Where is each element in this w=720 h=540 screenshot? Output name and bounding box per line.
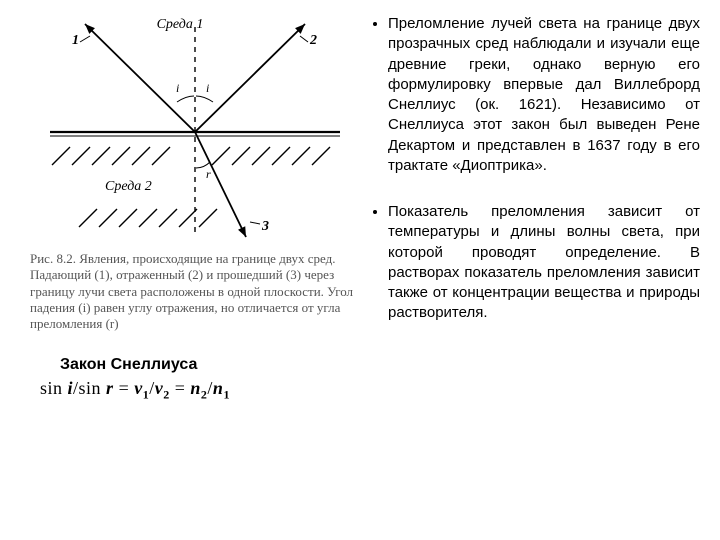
bullet-item: Преломление лучей света на границе двух … [388, 14, 700, 176]
snell-formula: sin i/sin r = v1/v2 = n2/n1 [40, 378, 230, 403]
svg-text:1: 1 [72, 33, 79, 48]
svg-text:r: r [206, 167, 211, 181]
svg-text:2: 2 [309, 33, 317, 48]
svg-text:3: 3 [261, 219, 269, 234]
law-title: Закон Снеллиуса [60, 356, 197, 374]
refraction-diagram: Среда 1 Среда 2 1 2 3 i i r [30, 12, 340, 247]
svg-text:i: i [176, 81, 179, 95]
svg-text:Среда 2: Среда 2 [105, 179, 152, 194]
svg-text:Среда 1: Среда 1 [157, 17, 204, 32]
bullet-list: Преломление лучей света на границе двух … [370, 14, 700, 324]
figure-caption: Рис. 8.2. Явления, происходящие на грани… [30, 251, 360, 332]
svg-text:i: i [206, 81, 209, 95]
bullet-item: Показатель преломления зависит от темпер… [388, 202, 700, 324]
